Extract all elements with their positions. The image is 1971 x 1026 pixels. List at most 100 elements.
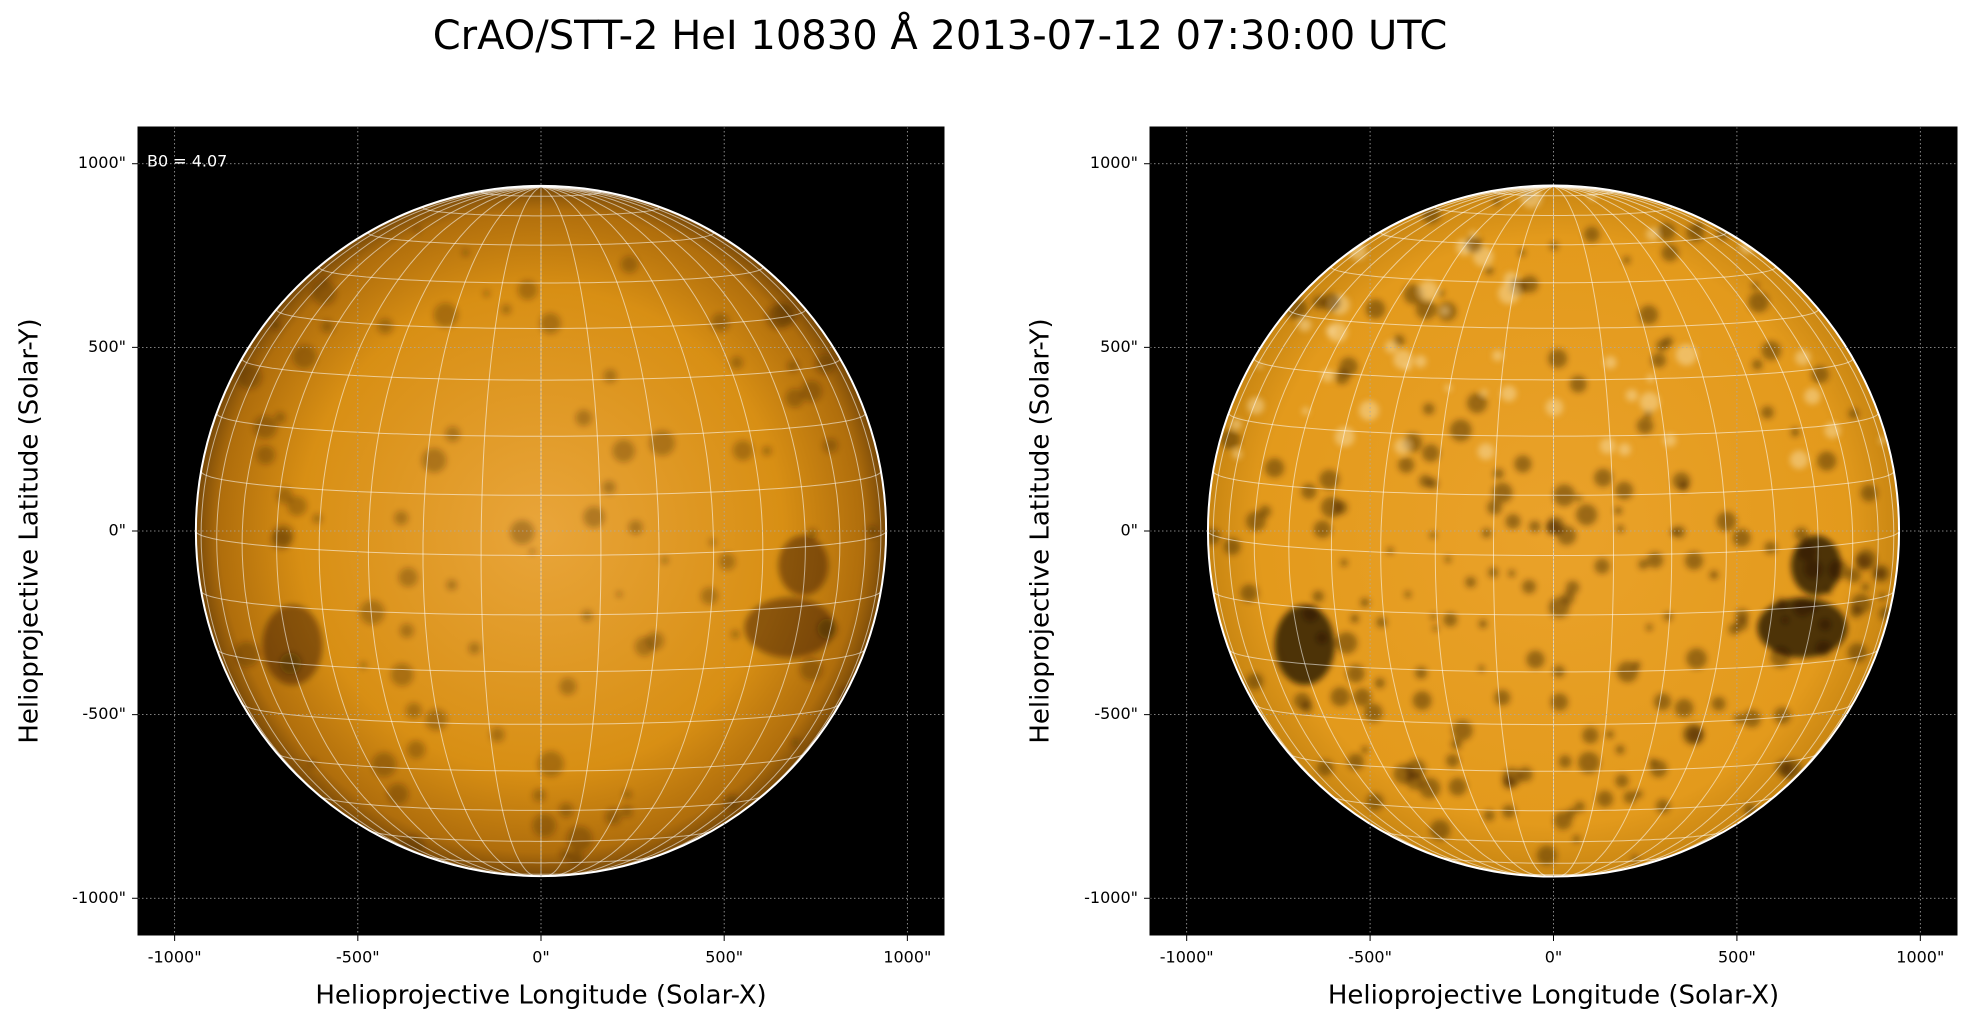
texture-spot: [1529, 520, 1541, 533]
longitude-line: [318, 186, 542, 877]
annotation: B0 = 4.07: [147, 152, 227, 171]
longitude-line: [1553, 185, 1614, 877]
texture-spot: [1742, 709, 1761, 728]
longitude-line: [367, 186, 542, 877]
texture-spot: [1614, 506, 1623, 515]
texture-spot: [1735, 609, 1749, 623]
texture-spot: [1432, 625, 1439, 632]
texture-spot: [1878, 592, 1886, 601]
texture-spot: [1398, 456, 1415, 474]
texture-spot: [1429, 819, 1451, 841]
texture-spot: [1334, 426, 1355, 447]
texture-spot: [1674, 698, 1694, 718]
texture-spot: [1394, 438, 1411, 455]
texture-spot: [483, 290, 490, 297]
texture-spot: [1465, 235, 1483, 254]
texture-spot: [1670, 528, 1679, 536]
texture-spot: [1577, 751, 1600, 774]
texture-spot: [270, 320, 281, 331]
texture-spot: [1444, 556, 1452, 563]
texture-spot: [1638, 559, 1649, 570]
texture-spot: [1686, 726, 1704, 743]
x-tick-label: 1000": [1896, 948, 1944, 967]
texture-spot: [1657, 222, 1676, 241]
texture-spot: [1339, 357, 1358, 376]
texture-spot: [1575, 495, 1583, 502]
texture-spot: [575, 409, 592, 426]
texture-spot: [1804, 388, 1821, 405]
texture-spot: [1672, 472, 1691, 491]
texture-spot: [1517, 767, 1533, 782]
dark-region: [1791, 535, 1842, 596]
y-tick-label: 0": [1120, 521, 1138, 540]
texture-spot: [1361, 746, 1369, 754]
texture-spot: [1773, 707, 1791, 725]
y-tick-label: 500": [88, 337, 126, 356]
texture-spot: [1566, 807, 1577, 818]
texture-spot: [1321, 292, 1341, 312]
texture-spot: [1849, 605, 1863, 619]
longitude-line: [276, 186, 542, 876]
texture-spot: [1414, 666, 1428, 679]
texture-spot: [1448, 777, 1467, 796]
texture-spot: [1412, 691, 1432, 710]
texture-spot: [1492, 482, 1513, 503]
texture-spot: [1632, 661, 1641, 670]
texture-spot: [1301, 701, 1313, 713]
latitude-line: [319, 795, 763, 811]
y-tick-label: -1000": [1084, 888, 1138, 907]
texture-spot: [581, 609, 593, 622]
texture-spot: [359, 600, 385, 625]
texture-spot: [1861, 583, 1870, 591]
texture-spot: [732, 440, 753, 461]
texture-spot: [866, 525, 879, 538]
longitude-line: [1553, 185, 1673, 877]
texture-spot: [700, 587, 718, 605]
texture-spot: [1502, 804, 1516, 819]
texture-spot: [1246, 673, 1264, 690]
texture-spot: [1638, 305, 1659, 325]
texture-spot: [620, 255, 639, 274]
texture-spot: [421, 448, 447, 473]
texture-spot: [377, 318, 394, 334]
texture-spot: [1483, 809, 1495, 822]
texture-spot: [1587, 191, 1597, 201]
texture-spot: [394, 510, 409, 525]
axes: -1000" -500" 0" 500" 1000" -1000" -500" 0" 500" 1…: [15, 126, 945, 1011]
texture-spot: [539, 312, 561, 334]
texture-spot: [234, 641, 260, 667]
texture-spot: [1508, 569, 1516, 578]
y-tick-label: -1000": [72, 888, 126, 907]
x-axis-label: Helioprojective Longitude (Solar-X): [315, 981, 766, 1011]
texture-spot: [1430, 613, 1437, 620]
texture-spot: [1465, 576, 1477, 588]
texture-spot: [1223, 537, 1241, 555]
texture-spot: [730, 356, 744, 370]
longitude-line: [1253, 185, 1554, 876]
texture-spot: [274, 411, 286, 424]
x-axis-label: Helioprojective Longitude (Solar-X): [1328, 981, 1779, 1011]
longitude-line: [1493, 185, 1554, 877]
texture-spot: [1301, 407, 1310, 416]
texture-spot: [490, 727, 505, 742]
texture-spot: [320, 320, 334, 333]
texture-spot: [1366, 793, 1384, 811]
longitude-line: [540, 186, 806, 876]
texture-spot: [1481, 528, 1492, 538]
longitude-line: [540, 186, 602, 877]
y-tick-label: 500": [1100, 337, 1138, 356]
texture-spot: [1790, 427, 1800, 437]
y-tick-label: -500": [1094, 704, 1138, 723]
texture-spot: [1645, 624, 1653, 631]
texture-spot: [468, 642, 481, 655]
longitude-line: [540, 186, 764, 877]
longitude-line: [540, 186, 660, 877]
texture-spot: [1478, 665, 1485, 672]
texture-spot: [1393, 349, 1413, 370]
texture-spot: [237, 364, 262, 389]
texture-spot: [1319, 469, 1340, 490]
x-tick-label: 500": [705, 948, 743, 967]
heliographic-grid: [1207, 185, 1900, 877]
texture-spot: [1848, 408, 1859, 419]
